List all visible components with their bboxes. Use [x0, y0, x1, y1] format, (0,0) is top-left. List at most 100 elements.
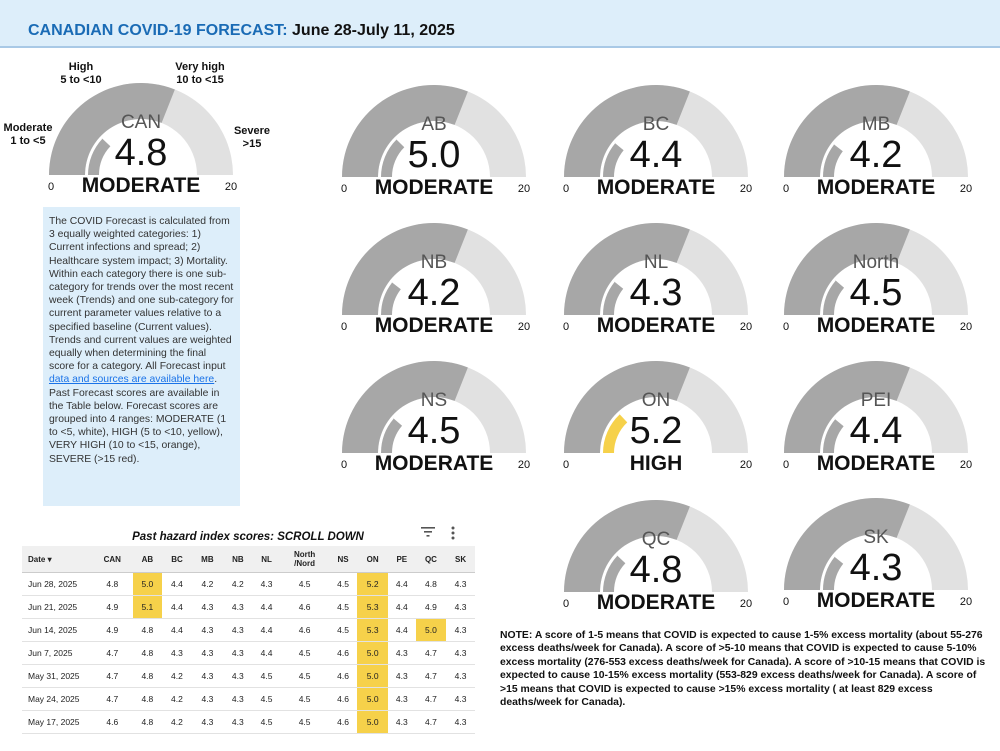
gauge-band — [564, 84, 690, 177]
gauge-band — [784, 84, 910, 177]
date-cell: Jun 7, 2025 — [22, 641, 92, 665]
score-cell: 4.6 — [328, 687, 358, 711]
score-cell: 4.2 — [162, 710, 192, 734]
date-cell: May 24, 2025 — [22, 687, 92, 711]
score-cell: 4.3 — [162, 641, 192, 665]
score-cell: 4.7 — [415, 710, 447, 734]
score-cell: 5.0 — [357, 687, 388, 711]
column-header-sk[interactable]: SK — [446, 546, 475, 573]
gauge-max-label: 20 — [225, 181, 237, 193]
score-cell: 4.3 — [223, 687, 253, 711]
score-cell: 5.0 — [132, 572, 163, 596]
column-header-ab[interactable]: AB — [132, 546, 163, 573]
gauge-sk: SK 4.3 MODERATE 0 20 — [756, 490, 996, 625]
gauge-level: MODERATE — [817, 314, 936, 337]
range-label-severe-name: Severe — [233, 125, 271, 137]
gauge-region-label: CAN — [121, 112, 161, 133]
gauge-value-arc — [602, 555, 626, 592]
gauge-max-label: 20 — [518, 183, 530, 195]
date-range: June 28-July 11, 2025 — [292, 22, 455, 39]
range-label-severe-range: >15 — [242, 138, 262, 150]
gauge-mb: MB 4.2 MODERATE 0 20 — [756, 77, 996, 212]
gauge-min-label: 0 — [341, 459, 347, 471]
gauge-min-label: 0 — [341, 321, 347, 333]
gauge-value: 4.5 — [408, 410, 461, 452]
score-cell: 4.3 — [446, 595, 475, 619]
table-row: Jun 7, 2025 4.7 4.8 4.3 4.3 4.3 4.4 4.5 4.6 5.0 4.… — [22, 641, 475, 665]
column-header-nl[interactable]: NL — [252, 546, 281, 573]
score-cell: 4.5 — [328, 572, 358, 596]
gauge-value-arc — [822, 418, 844, 453]
gauge-value: 4.4 — [630, 134, 683, 176]
gauge-can: CAN 4.8 MODERATE 0 20 — [21, 75, 261, 210]
gauge-max-label: 20 — [740, 598, 752, 610]
gauge-nl: NL 4.3 MODERATE 0 20 — [536, 215, 776, 350]
score-cell: 4.2 — [162, 687, 192, 711]
score-cell: 4.7 — [92, 687, 133, 711]
score-cell: 4.3 — [446, 618, 475, 642]
score-cell: 4.4 — [252, 618, 281, 642]
gauge-band — [564, 500, 690, 592]
score-cell: 4.4 — [162, 572, 192, 596]
gauge-value: 4.4 — [850, 410, 903, 452]
gauge-region-label: PEI — [861, 390, 892, 411]
score-cell: 4.3 — [223, 641, 253, 665]
gauge-region-label: SK — [863, 527, 889, 548]
column-header-date[interactable]: Date ▾ — [22, 546, 92, 573]
score-cell: 4.6 — [328, 664, 358, 688]
column-header-pe[interactable]: PE — [387, 546, 416, 573]
gauge-value-arc — [380, 138, 405, 177]
column-header-north-nord[interactable]: North/Nord — [280, 546, 329, 573]
gauge-max-label: 20 — [740, 459, 752, 471]
score-cell: 4.7 — [92, 641, 133, 665]
range-label-severe: Severe >15 — [226, 125, 278, 151]
gauge-min-label: 0 — [563, 321, 569, 333]
score-cell: 4.3 — [191, 595, 224, 619]
more-vert-icon[interactable] — [450, 526, 456, 542]
score-cell: 4.6 — [92, 710, 133, 734]
score-cell: 4.3 — [223, 595, 253, 619]
gauge-band — [564, 222, 690, 315]
column-header-nb[interactable]: NB — [223, 546, 253, 573]
table-row: May 17, 2025 4.6 4.8 4.2 4.3 4.3 4.5 4.5 4.6 5.0 4… — [22, 710, 475, 734]
data-sources-link[interactable]: data and sources are available here — [49, 374, 215, 386]
column-header-can[interactable]: CAN — [92, 546, 133, 573]
gauge-band — [784, 498, 910, 590]
score-cell: 5.3 — [357, 618, 388, 642]
gauge-max-label: 20 — [960, 596, 972, 608]
filter-icon[interactable] — [421, 526, 435, 540]
gauge-value-arc — [822, 556, 844, 590]
column-header-bc[interactable]: BC — [162, 546, 192, 573]
table-row: May 31, 2025 4.7 4.8 4.2 4.3 4.3 4.5 4.5 4.6 5.0 4… — [22, 664, 475, 688]
forecast-description: The COVID Forecast is calculated from 3 … — [43, 207, 240, 506]
date-cell: Jun 21, 2025 — [22, 595, 92, 619]
gauge-level: MODERATE — [597, 314, 716, 337]
gauge-min-label: 0 — [783, 459, 789, 471]
score-cell: 4.2 — [223, 572, 253, 596]
score-cell: 4.9 — [415, 595, 447, 619]
range-label-moderate-range: 1 to <5 — [10, 135, 46, 147]
gauge-band — [784, 361, 910, 453]
score-cell: 4.5 — [252, 687, 281, 711]
score-cell: 4.5 — [252, 664, 281, 688]
header-text: CANADIAN COVID-19 FORECAST: June 28-July… — [28, 22, 455, 40]
gauge-ab: AB 5.0 MODERATE 0 20 — [314, 77, 554, 212]
column-header-ns[interactable]: NS — [328, 546, 358, 573]
gauge-band — [49, 82, 175, 175]
gauge-min-label: 0 — [783, 321, 789, 333]
gauge-value: 5.2 — [630, 410, 683, 452]
column-header-mb[interactable]: MB — [191, 546, 224, 573]
score-cell: 4.4 — [162, 618, 192, 642]
gauge-level: MODERATE — [375, 452, 494, 475]
column-header-on[interactable]: ON — [357, 546, 388, 573]
gauge-level: MODERATE — [82, 174, 201, 197]
score-cell: 4.8 — [132, 664, 163, 688]
column-header-qc[interactable]: QC — [415, 546, 447, 573]
gauge-region-label: MB — [862, 114, 891, 135]
